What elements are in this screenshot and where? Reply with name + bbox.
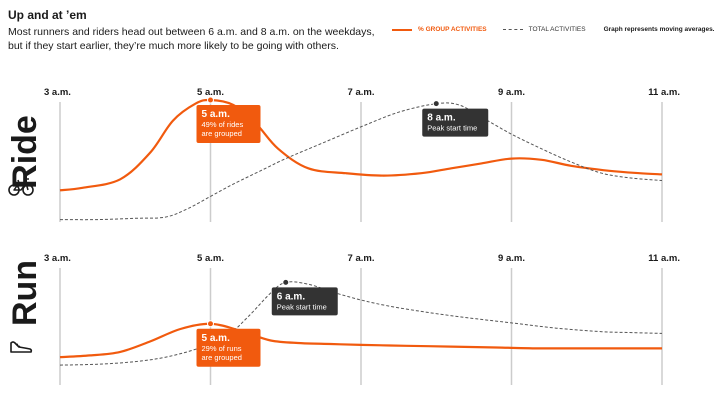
legend-swatch-group bbox=[392, 28, 412, 31]
running-shoe-icon bbox=[10, 341, 33, 353]
callout-marker bbox=[207, 96, 214, 104]
page-title: Up and at ’em bbox=[8, 8, 87, 22]
callout-heading: 8 a.m. bbox=[427, 113, 456, 124]
panel-label-ride: Ride bbox=[6, 115, 44, 189]
series-line-total bbox=[59, 281, 663, 366]
series-line-group bbox=[59, 98, 663, 192]
callout-marker bbox=[207, 320, 214, 328]
panel-label-run: Run bbox=[6, 260, 44, 326]
shoe-outline bbox=[10, 341, 33, 353]
series-line-total bbox=[59, 102, 663, 221]
bicycle-icon bbox=[8, 178, 34, 196]
callout-text: 49% of rides bbox=[202, 120, 244, 129]
legend-label-group: % GROUP ACTIVITIES bbox=[418, 26, 487, 33]
x-tick-label: 3 a.m. bbox=[44, 253, 71, 264]
callout-box bbox=[271, 287, 338, 316]
x-tick-label: 9 a.m. bbox=[498, 253, 525, 264]
legend-item-total: TOTAL ACTIVITIES bbox=[502, 26, 586, 33]
callout-text: are grouped bbox=[202, 353, 242, 362]
legend-swatch-total bbox=[502, 29, 523, 30]
x-tick-label: 9 a.m. bbox=[498, 87, 525, 98]
page-subtitle: Most runners and riders head out between… bbox=[8, 26, 375, 52]
callout-box bbox=[422, 108, 489, 137]
x-tick-label: 5 a.m. bbox=[197, 253, 224, 264]
bicycle-frame bbox=[13, 178, 29, 191]
legend-item-group: % GROUP ACTIVITIES bbox=[392, 26, 487, 33]
x-tick-label: 11 a.m. bbox=[648, 87, 680, 98]
x-tick-label: 7 a.m. bbox=[348, 87, 375, 98]
bicycle-wheel-front bbox=[22, 184, 34, 196]
callout-box bbox=[196, 328, 261, 367]
callout-heading: 5 a.m. bbox=[202, 333, 231, 344]
callout-box bbox=[196, 105, 261, 143]
callout-heading: 6 a.m. bbox=[277, 291, 306, 302]
callout-text: are grouped bbox=[202, 129, 242, 138]
x-tick-label: 7 a.m. bbox=[348, 253, 375, 264]
legend-note: Graph represents moving averages. bbox=[603, 26, 715, 33]
x-tick-label: 11 a.m. bbox=[648, 253, 680, 264]
x-tick-label: 5 a.m. bbox=[197, 87, 224, 98]
legend-label-total: TOTAL ACTIVITIES bbox=[528, 26, 586, 33]
callout-text: 29% of runs bbox=[202, 344, 242, 353]
callout-marker bbox=[282, 278, 290, 286]
callout-heading: 5 a.m. bbox=[202, 109, 231, 120]
callout-text: Peak start time bbox=[277, 302, 327, 311]
shoe-laces bbox=[15, 343, 21, 348]
series-line-group bbox=[59, 322, 662, 359]
callout-marker bbox=[432, 100, 440, 108]
legend: % GROUP ACTIVITIES TOTAL ACTIVITIES Grap… bbox=[392, 26, 714, 33]
callout-text: Peak start time bbox=[427, 124, 477, 133]
chart-panel-ride: Ride 3 a.m. 5 a.m. 7 a.m. 9 a.m. 11 a.m. 5 a.m… bbox=[6, 87, 680, 222]
x-tick-label: 3 a.m. bbox=[44, 87, 71, 98]
